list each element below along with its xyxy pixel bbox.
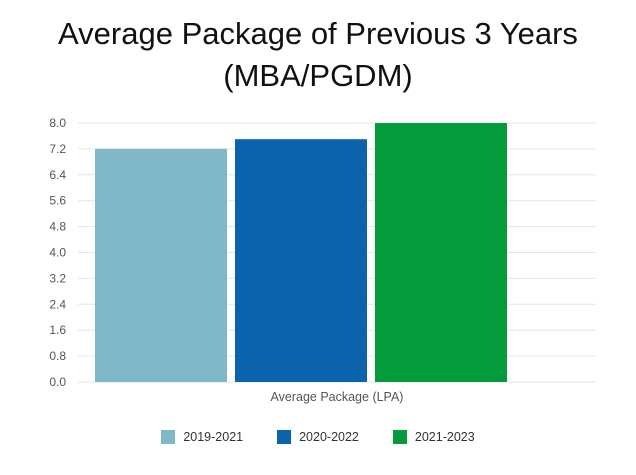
legend-swatch	[392, 430, 407, 444]
y-tick-label: 4.8	[49, 220, 66, 234]
legend-item[interactable]: 2021-2023	[392, 430, 475, 444]
y-tick-label: 6.4	[49, 168, 66, 182]
chart-title: Average Package of Previous 3 Years	[58, 16, 578, 51]
y-tick-label: 3.2	[49, 271, 66, 285]
bar-2020-2022	[235, 139, 367, 382]
legend-label: 2019-2021	[183, 430, 244, 444]
legend-label: 2020-2022	[299, 430, 359, 444]
legend-label: 2021-2023	[414, 430, 475, 444]
y-tick-label: 2.4	[49, 297, 66, 311]
y-tick-label: 8.0	[49, 116, 66, 130]
bar-2019-2021	[95, 148, 227, 382]
y-tick-label: 0.0	[49, 375, 66, 389]
chart-legend: 2019-2021 2020-2022 2021-2023	[0, 430, 636, 444]
legend-item[interactable]: 2019-2021	[161, 430, 243, 444]
bar-chart: 0.0 0.8 1.6 2.4 3.2 4.0 4.8 5.6 6.4 7.2 8.0 Average…	[49, 116, 596, 404]
y-tick-label: 4.0	[49, 246, 66, 260]
x-axis-label: Average Package (LPA)	[271, 390, 404, 404]
y-tick-label: 0.8	[49, 349, 66, 363]
bar-2021-2023	[375, 123, 507, 382]
legend-item[interactable]: 2020-2022	[277, 430, 359, 444]
legend-swatch	[277, 430, 292, 444]
y-tick-label: 7.2	[49, 142, 66, 156]
y-tick-label: 5.6	[49, 194, 66, 208]
chart-subtitle: (MBA/PGDM)	[223, 58, 413, 93]
legend-swatch	[161, 430, 176, 444]
y-tick-label: 1.6	[49, 323, 66, 337]
